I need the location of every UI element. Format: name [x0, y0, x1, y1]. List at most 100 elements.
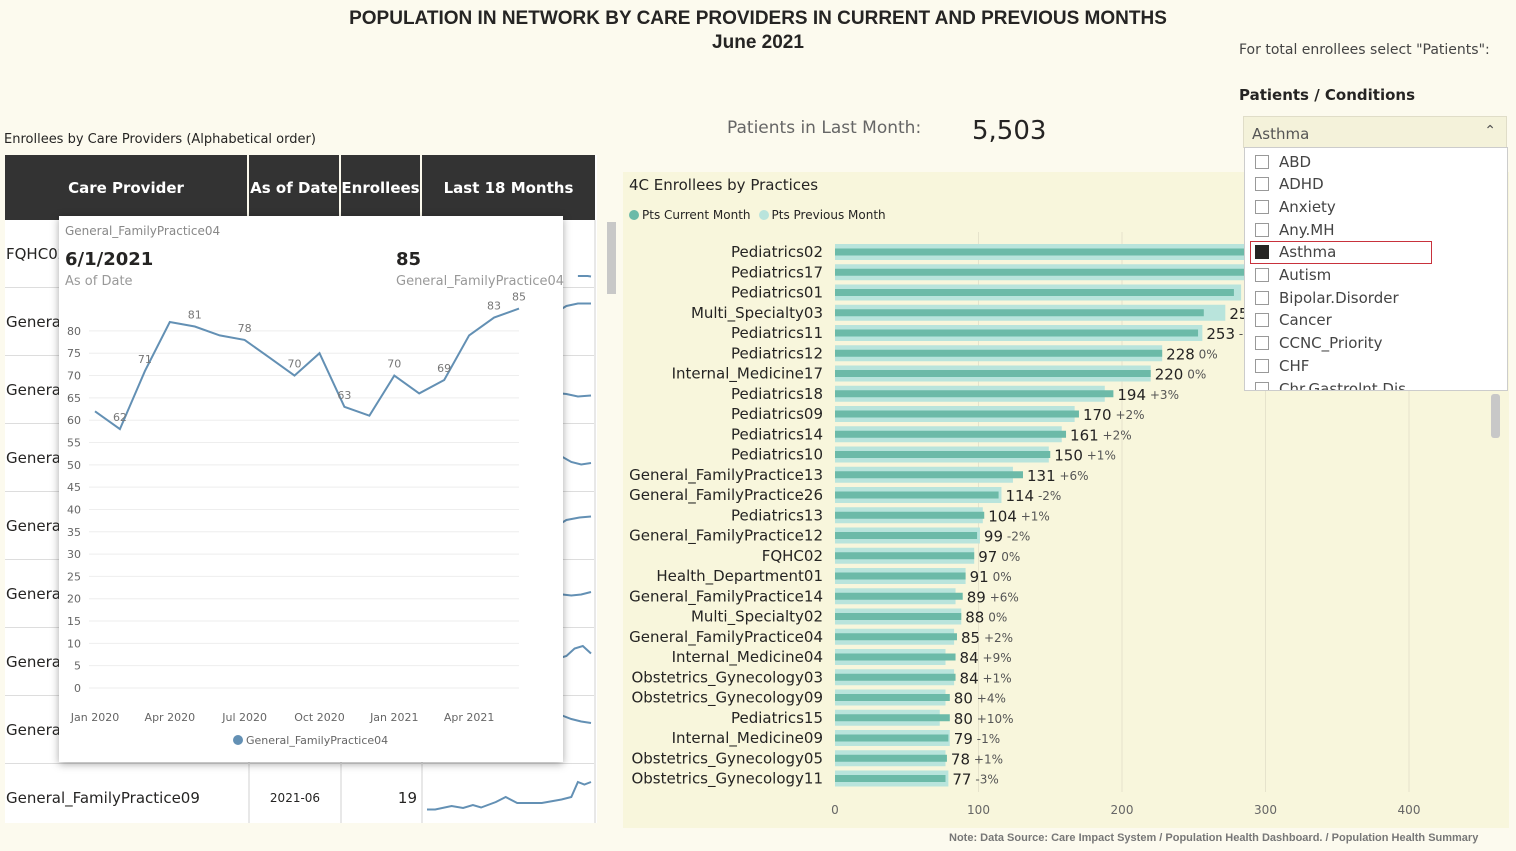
option-any-mh[interactable]: Any.MH [1245, 218, 1507, 241]
checkbox-icon[interactable] [1255, 358, 1269, 373]
option-autism[interactable]: Autism [1245, 264, 1507, 287]
bar-current[interactable] [835, 552, 975, 560]
option-label: Asthma [1279, 243, 1337, 262]
checkbox-icon[interactable] [1255, 381, 1269, 390]
col-as-of-date[interactable]: As of Date [249, 155, 341, 220]
bar-current[interactable] [835, 734, 949, 742]
bar-current[interactable] [835, 694, 950, 701]
table-row[interactable]: General [5, 696, 595, 764]
bar-current[interactable] [835, 248, 1269, 256]
bar-current[interactable] [835, 511, 985, 519]
option-asthma[interactable]: Asthma [1250, 240, 1432, 264]
checkbox-icon[interactable] [1255, 336, 1269, 351]
bar-current[interactable] [835, 289, 1234, 296]
series-line[interactable] [94, 307, 520, 431]
option-cancer[interactable]: Cancer [1245, 309, 1507, 332]
tooltip-card: General_FamilyPractice04 6/1/2021 As of … [59, 216, 564, 762]
value-label: 220 [1155, 366, 1184, 384]
provider-cell: General [6, 449, 66, 467]
checkbox-icon[interactable] [1255, 313, 1269, 328]
bar-current[interactable] [835, 653, 956, 661]
data-label: 71 [138, 353, 152, 366]
enrollees-cell: 19 [397, 789, 417, 807]
bar-current[interactable] [835, 714, 950, 722]
table-row[interactable]: General_FamilyPractice09 2021-06 19 [5, 764, 595, 823]
checkbox-icon[interactable] [1255, 154, 1269, 169]
bar-current[interactable] [835, 370, 1151, 377]
bar-current[interactable] [835, 592, 963, 600]
provider-cell: General [6, 381, 66, 399]
data-label: 63 [337, 389, 351, 402]
bar-current[interactable] [835, 451, 1051, 458]
bar-current[interactable] [835, 491, 999, 499]
bar-current[interactable] [835, 633, 957, 641]
option-adhd[interactable]: ADHD [1245, 173, 1507, 196]
checkbox-checked-icon[interactable] [1255, 245, 1269, 260]
checkbox-icon[interactable] [1255, 177, 1269, 192]
bar-current[interactable] [835, 430, 1067, 438]
bar-current[interactable] [835, 309, 1204, 317]
report-subtitle: June 2021 [712, 32, 804, 53]
x-tick-label: Jan 2020 [70, 711, 119, 724]
option-chr-gastrolnt-dis[interactable]: Chr.Gastrolnt.Dis [1245, 377, 1507, 390]
data-label: 69 [437, 362, 451, 375]
legend-previous-dot [758, 210, 769, 220]
col-last-18-months[interactable]: Last 18 Months [443, 178, 574, 197]
legend-current[interactable]: Pts Current Month [629, 208, 751, 222]
bar-current[interactable] [835, 410, 1079, 418]
option-chf[interactable]: CHF [1245, 354, 1507, 377]
x-tick-label: 100 [967, 803, 990, 817]
col-enrollees[interactable]: Enrollees [341, 155, 422, 220]
conditions-dropdown[interactable]: Asthma ⌃ [1243, 116, 1507, 148]
checkbox-icon[interactable] [1255, 222, 1269, 237]
chevron-up-icon[interactable]: ⌃ [1484, 123, 1496, 139]
checkbox-icon[interactable] [1255, 290, 1269, 305]
sparkline [577, 275, 592, 278]
bar-current[interactable] [835, 390, 1114, 398]
option-ccnc-priority[interactable]: CCNC_Priority [1245, 332, 1507, 355]
change-label: -1% [977, 732, 1000, 746]
bar-current[interactable] [835, 754, 947, 762]
category-label: General_FamilyPractice14 [629, 587, 823, 606]
change-label: -2% [1038, 489, 1061, 503]
conditions-option-list[interactable]: ABD ADHD Anxiety Any.MH Asthma Autism Bipolar.… [1244, 147, 1508, 391]
tooltip-date: 6/1/2021 [65, 249, 154, 270]
option-abd[interactable]: ABD [1245, 150, 1507, 173]
bar-chart-plot: 0 100 200 300 400 Pediatrics02 Pediatrics17 Ped… [629, 232, 1420, 817]
category-label: Pediatrics09 [731, 405, 823, 423]
table-caption: Enrollees by Care Providers (Alphabetica… [4, 132, 316, 147]
bar-current[interactable] [835, 532, 978, 539]
bar-chart-scrollbar[interactable] [1491, 394, 1500, 438]
checkbox-icon[interactable] [1255, 199, 1269, 214]
checkbox-icon[interactable] [1255, 268, 1269, 282]
data-source-note: Note: Data Source: Care Impact System / … [949, 832, 1479, 844]
tooltip-value: 85 [396, 249, 422, 270]
y-tick-label: 60 [67, 414, 81, 427]
kpi-value: 5,503 [972, 116, 1047, 146]
bar-current[interactable] [835, 572, 966, 580]
sparkline [427, 780, 592, 811]
option-anxiety[interactable]: Anxiety [1245, 195, 1507, 218]
y-tick-label: 55 [67, 437, 81, 450]
provider-cell: General [6, 585, 66, 603]
category-label: Pediatrics18 [731, 385, 823, 403]
value-label: 84 [960, 669, 979, 687]
value-label: 84 [960, 649, 979, 667]
legend-previous[interactable]: Pts Previous Month [758, 208, 886, 222]
value-label: 91 [970, 568, 989, 586]
value-label: 78 [951, 750, 970, 768]
table-scrollbar[interactable] [607, 222, 616, 294]
bar-current[interactable] [835, 673, 956, 681]
bar-current[interactable] [835, 471, 1023, 479]
bar-current[interactable] [835, 329, 1199, 337]
category-label: General_FamilyPractice04 [629, 628, 823, 647]
tooltip-line-chart: 0 5 10 15 20 25 30 35 40 45 50 55 60 65 70 75 80 Jan 2020… [67, 291, 526, 747]
bar-current[interactable] [835, 268, 1269, 276]
bar-current[interactable] [835, 775, 946, 782]
bar-current[interactable] [835, 349, 1163, 357]
option-bipolar-disorder[interactable]: Bipolar.Disorder [1245, 286, 1507, 309]
category-label: Obstetrics_Gynecology05 [631, 749, 823, 768]
bar-current[interactable] [835, 613, 962, 620]
tooltip-date-label: As of Date [65, 274, 133, 289]
col-care-provider[interactable]: Care Provider [5, 155, 249, 220]
